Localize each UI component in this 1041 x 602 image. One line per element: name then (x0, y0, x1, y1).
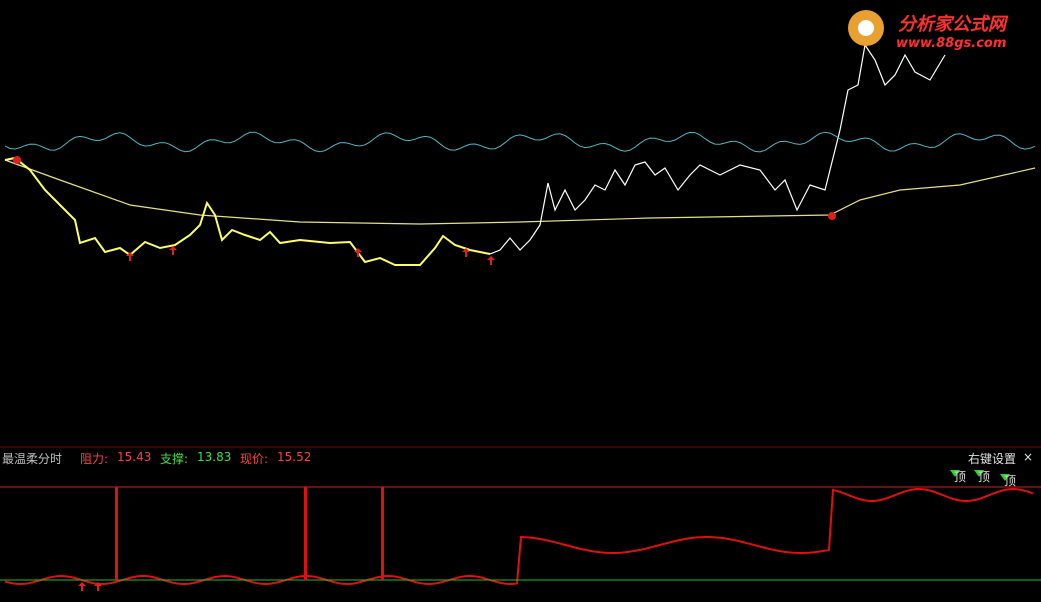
dot (828, 212, 836, 220)
resistance-value: 15.43 (117, 450, 152, 464)
watermark-url: www.88gs.com (896, 36, 1007, 51)
average-line (4, 159, 1036, 225)
up-arrow (78, 582, 86, 591)
price-line-early (4, 156, 491, 266)
signal-label: 顶 (954, 470, 967, 484)
settings-label[interactable]: 右键设置 (968, 452, 1017, 466)
support-label: 支撑: (160, 452, 189, 466)
down-arrows (950, 470, 1010, 481)
up-arrow (487, 256, 495, 265)
support-value: 13.83 (197, 450, 232, 464)
up-arrow (94, 582, 102, 591)
indicator-name: 最温柔分时 (2, 452, 63, 466)
close-button[interactable]: × (1023, 450, 1034, 464)
resistance-label: 阻力: (80, 452, 109, 466)
signal-bar (381, 487, 384, 580)
up-arrow (126, 252, 134, 261)
strength-line (4, 131, 1036, 153)
price-label: 现价: (240, 452, 269, 466)
down-arrow (1000, 474, 1010, 481)
watermark-title: 分析家公式网 (898, 14, 1006, 35)
logo-center (858, 20, 874, 36)
up-arrow (169, 246, 177, 255)
price-line-late (489, 43, 946, 255)
arrows (13, 156, 836, 591)
indicator-line (4, 487, 1034, 586)
price-value: 15.52 (277, 450, 312, 464)
up-arrow (354, 248, 362, 257)
signal-label: 顶 (1004, 474, 1017, 488)
signal-bar (115, 487, 118, 580)
down-arrow (974, 470, 984, 477)
up-arrow (462, 248, 470, 257)
down-arrow (950, 470, 960, 477)
signal-bar (304, 487, 307, 580)
dot (13, 156, 21, 164)
signal-label: 顶 (978, 470, 991, 484)
